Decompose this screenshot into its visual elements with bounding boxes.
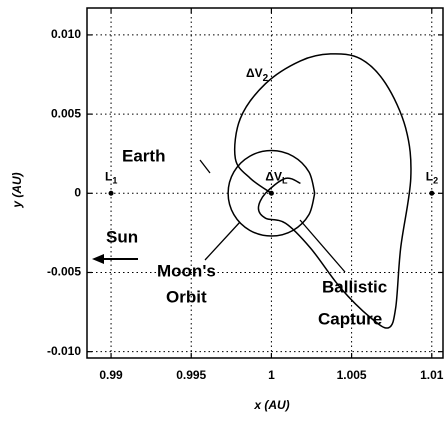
point-label: ΔVL: [265, 169, 288, 185]
y-tick-label: 0.010: [51, 27, 81, 41]
point-label: L2: [426, 169, 438, 185]
y-axis-label: y (AU): [10, 172, 24, 208]
point-label-sub: 2: [433, 176, 438, 186]
x-tick-label: 1.005: [337, 368, 367, 382]
point-marker: [429, 190, 435, 196]
annotation: Orbit: [166, 287, 207, 306]
y-tick-label: -0.010: [47, 344, 81, 358]
point-label-text: ΔV: [265, 169, 282, 183]
x-tick-label: 1: [268, 368, 275, 382]
x-tick-label: 1.01: [420, 368, 444, 382]
y-tick-label: 0.005: [51, 106, 81, 120]
point-label-text: L: [105, 169, 112, 183]
pointer: [204, 221, 241, 261]
y-tick-label: -0.005: [47, 265, 81, 279]
point-label-sub: 1: [112, 176, 117, 186]
x-axis-label: x (AU): [253, 398, 289, 412]
trajectory-line: [233, 53, 412, 329]
pointer: [299, 219, 346, 273]
point-marker: [268, 190, 274, 196]
point-marker: [108, 190, 114, 196]
annotation: Ballistic: [322, 277, 387, 296]
plot-frame: [86, 7, 444, 359]
annotation: Sun: [106, 227, 138, 246]
annotation: ΔV2: [246, 66, 269, 83]
annotation-sub: 2: [263, 73, 269, 84]
annotation-text: ΔV: [246, 66, 263, 80]
point-label: L1: [105, 169, 117, 185]
point-label-text: L: [426, 169, 433, 183]
sun-arrowhead: [92, 254, 104, 264]
annotation: Moon's: [157, 261, 216, 280]
annotation: Earth: [122, 146, 165, 165]
pointer: [199, 159, 211, 174]
point-label-sub: L: [282, 176, 288, 186]
y-tick-label: 0: [74, 185, 81, 199]
x-tick-label: 0.99: [99, 368, 123, 382]
x-tick-label: 0.995: [176, 368, 206, 382]
